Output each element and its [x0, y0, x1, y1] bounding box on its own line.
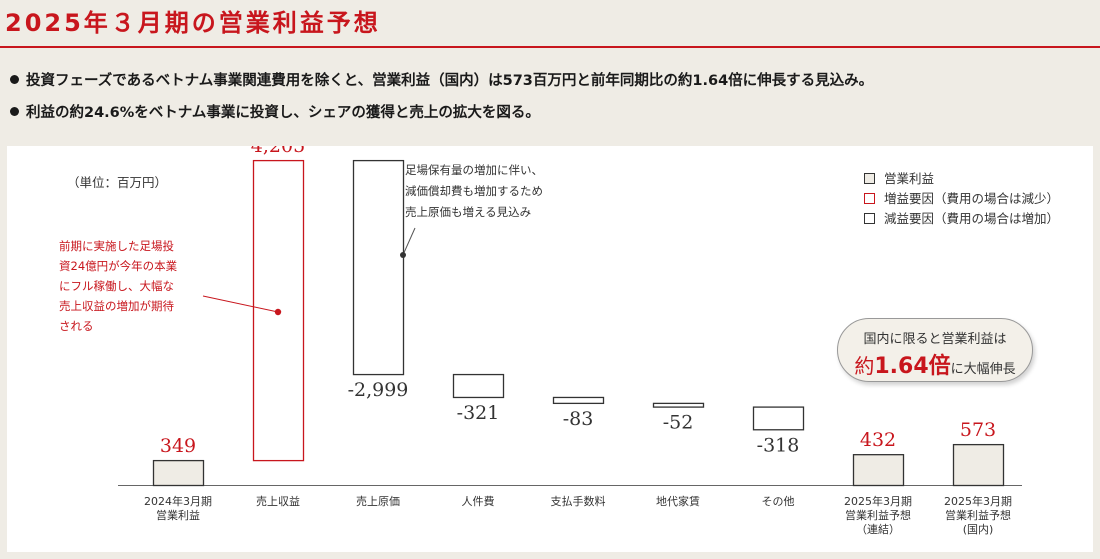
highlight-value: 1.64倍 — [874, 354, 951, 379]
waterfall-chart: 3492024年3月期営業利益4,205売上収益-2,999売上原価-321人件… — [118, 146, 1022, 536]
cost-annotation: 足場保有量の増加に伴い、 減価償却費も増加するため 売上原価も増える見込み — [405, 160, 625, 223]
legend-swatch — [864, 173, 875, 184]
revenue-annotation: 前期に実施した足場投 資24億円が今年の本業 にフル稼働し、大幅な 売上収益の増… — [59, 236, 215, 336]
data-label: 573 — [960, 419, 996, 441]
category-label: （連結） — [856, 522, 900, 536]
annotation-line: 減価償却費も増加するため — [405, 184, 543, 198]
chart-legend: 営業利益 増益要因（費用の場合は減少） 減益要因（費用の場合は増加） — [864, 169, 1059, 229]
data-label: -2,999 — [348, 379, 409, 401]
highlight-value-line: 約1.64倍に大幅伸長 — [838, 348, 1032, 380]
data-label: -52 — [663, 412, 694, 434]
bar-8 — [852, 454, 905, 487]
category-label: その他 — [762, 495, 795, 508]
highlight-suffix: に大幅伸長 — [950, 362, 1016, 377]
bar-6 — [652, 402, 705, 408]
bar-1 — [152, 459, 205, 487]
data-label: -83 — [563, 408, 594, 430]
annotation-line: 足場保有量の増加に伴い、 — [405, 163, 543, 177]
category-label: 売上原価 — [356, 495, 400, 508]
legend-label: 減益要因（費用の場合は増加） — [884, 211, 1060, 226]
revenue-annotation-dot-icon — [274, 308, 282, 316]
highlight-prefix: 約 — [854, 354, 875, 378]
bullet-text: 投資フェーズであるベトナム事業関連費用を除くと、営業利益（国内）は573百万円と… — [26, 73, 874, 89]
data-label: 4,205 — [251, 146, 305, 157]
bar-4 — [452, 373, 505, 399]
data-label: -318 — [757, 434, 800, 456]
category-label: 営業利益予想 — [945, 508, 1011, 522]
legend-label: 増益要因（費用の場合は減少） — [884, 191, 1060, 206]
legend-item-increase: 増益要因（費用の場合は減少） — [864, 189, 1059, 209]
category-label: 2025年3月期 — [844, 494, 912, 508]
bar-3 — [352, 159, 405, 376]
bar-9 — [952, 443, 1005, 487]
annotation-line: 前期に実施した足場投 — [59, 239, 174, 253]
annotation-line: 売上収益の増加が期待 — [59, 299, 174, 313]
category-label: 営業利益予想 — [845, 508, 911, 522]
category-label: 売上収益 — [256, 494, 300, 508]
annotation-line: 資24億円が今年の本業 — [59, 259, 178, 273]
category-label: 営業利益 — [156, 508, 200, 522]
annotation-line: にフル稼働し、大幅な — [59, 279, 174, 293]
title-divider — [0, 46, 1100, 48]
summary-bullets: 投資フェーズであるベトナム事業関連費用を除くと、営業利益（国内）は573百万円と… — [10, 66, 873, 130]
unit-label: （単位：百万円） — [67, 175, 168, 190]
data-label: 432 — [860, 429, 896, 451]
category-label: 2025年3月期 — [944, 494, 1012, 508]
category-label: 支払手数料 — [551, 494, 606, 508]
legend-label: 営業利益 — [884, 171, 935, 186]
category-label: 2024年3月期 — [144, 494, 212, 508]
revenue-annotation-connector — [202, 295, 279, 313]
bullet-item: 投資フェーズであるベトナム事業関連費用を除くと、営業利益（国内）は573百万円と… — [10, 66, 873, 98]
bullet-text: 利益の約24.6%をベトナム事業に投資し、シェアの獲得と売上の拡大を図る。 — [26, 105, 540, 121]
bullet-dot-icon — [10, 75, 19, 84]
cost-annotation-connector — [402, 227, 416, 256]
legend-swatch — [864, 213, 875, 224]
highlight-badge: 国内に限ると営業利益は 約1.64倍に大幅伸長 — [837, 318, 1033, 382]
category-label: (国内) — [963, 522, 994, 536]
legend-swatch — [864, 193, 875, 204]
data-label: -321 — [457, 402, 500, 424]
bar-5 — [552, 396, 605, 405]
category-label: 人件費 — [462, 494, 495, 508]
bar-7 — [752, 406, 805, 431]
bullet-dot-icon — [10, 107, 19, 116]
legend-item-decrease: 減益要因（費用の場合は増加） — [864, 209, 1059, 229]
annotation-line: される — [59, 319, 94, 333]
bullet-item: 利益の約24.6%をベトナム事業に投資し、シェアの獲得と売上の拡大を図る。 — [10, 98, 873, 130]
category-label: 地代家賃 — [656, 494, 700, 508]
legend-item-total: 営業利益 — [864, 169, 1059, 189]
page-title: 2025年３月期の営業利益予想 — [5, 9, 381, 37]
cost-annotation-dot-icon — [400, 252, 406, 258]
annotation-line: 売上原価も増える見込み — [405, 205, 532, 219]
data-label: 349 — [160, 435, 196, 457]
chart-panel: 349 2024年3月期 営業利益 4,205 売上収益 -2,999 売上原価 -321 人件… — [7, 146, 1093, 552]
highlight-line: 国内に限ると営業利益は — [863, 332, 1007, 347]
